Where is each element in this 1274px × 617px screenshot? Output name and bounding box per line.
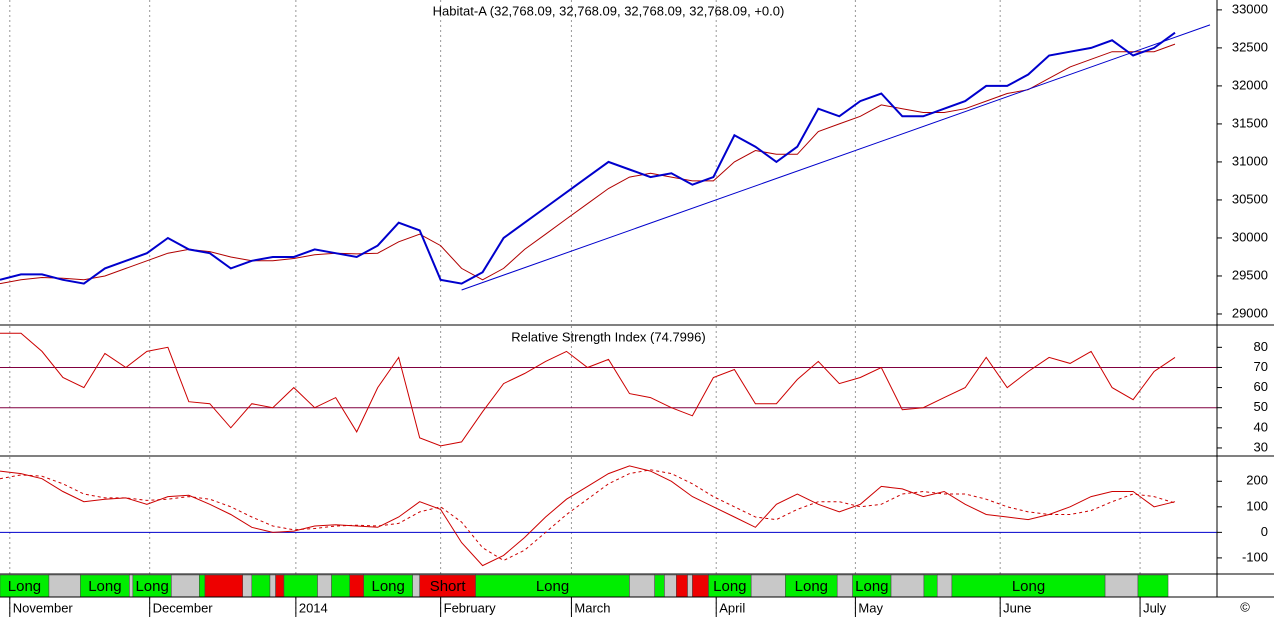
y-tick-label: 30: [1254, 439, 1268, 454]
signal-segment: [412, 574, 420, 598]
signal-segment: [687, 574, 693, 598]
x-tick-label: April: [719, 600, 745, 615]
signal-segment: [317, 574, 332, 598]
signal-segment: [692, 574, 709, 598]
x-tick-label: July: [1143, 600, 1167, 615]
signal-segment: [629, 574, 655, 598]
panel-title: Habitat-A (32,768.09, 32,768.09, 32,768.…: [433, 3, 785, 18]
series-line: [0, 31, 1176, 285]
series-line: [0, 332, 1176, 447]
y-tick-label: 30500: [1232, 191, 1268, 206]
x-tick-label: March: [574, 600, 610, 615]
x-tick-label: November: [13, 600, 74, 615]
signal-label: Short: [430, 578, 467, 595]
signal-segment: [936, 574, 953, 598]
signal-segment: [331, 574, 350, 598]
signal-segment: [923, 574, 938, 598]
y-tick-label: 32000: [1232, 77, 1268, 92]
signal-label: Long: [795, 578, 828, 595]
signal-segment: [836, 574, 853, 598]
signal-segment: [654, 574, 665, 598]
copyright: ©: [1240, 599, 1250, 614]
signal-label: Long: [88, 578, 121, 595]
signal-label: Long: [855, 578, 888, 595]
y-tick-label: -100: [1242, 549, 1268, 564]
y-tick-label: 32500: [1232, 39, 1268, 54]
signal-label: Long: [536, 578, 569, 595]
signal-segment: [269, 574, 276, 598]
y-tick-label: 29000: [1232, 305, 1268, 320]
signal-label: Long: [371, 578, 404, 595]
x-tick-label: February: [444, 600, 497, 615]
signal-segment: [242, 574, 253, 598]
y-tick-label: 30000: [1232, 229, 1268, 244]
x-tick-label: December: [153, 600, 214, 615]
y-tick-label: 50: [1254, 399, 1268, 414]
y-tick-label: 80: [1254, 339, 1268, 354]
series-line: [461, 24, 1211, 291]
signal-segment: [275, 574, 285, 598]
signal-segment: [129, 574, 134, 598]
x-tick-label: 2014: [299, 600, 328, 615]
signal-segment: [204, 574, 243, 598]
series-line: [0, 469, 1176, 562]
y-tick-label: 29500: [1232, 267, 1268, 282]
y-tick-label: 100: [1246, 498, 1268, 513]
signal-label: Long: [713, 578, 746, 595]
signal-segment: [171, 574, 200, 598]
y-tick-label: 0: [1261, 524, 1268, 539]
signal-segment: [750, 574, 786, 598]
x-tick-label: June: [1003, 600, 1031, 615]
signal-segment: [48, 574, 81, 598]
y-tick-label: 40: [1254, 419, 1268, 434]
y-tick-label: 31000: [1232, 153, 1268, 168]
signal-segment: [664, 574, 677, 598]
series-line: [0, 465, 1176, 567]
signal-segment: [349, 574, 364, 598]
y-tick-label: 200: [1246, 473, 1268, 488]
panel-title: Relative Strength Index (74.7996): [511, 329, 705, 344]
y-tick-label: 70: [1254, 359, 1268, 374]
signal-segment: [283, 574, 318, 598]
x-tick-label: May: [858, 600, 883, 615]
signal-label: Long: [8, 578, 41, 595]
signal-label: Long: [135, 578, 168, 595]
signal-segment: [199, 574, 206, 598]
signal-segment: [676, 574, 688, 598]
signal-segment: [1104, 574, 1139, 598]
signal-segment: [890, 574, 925, 598]
signal-label: Long: [1012, 578, 1045, 595]
signal-segment: [251, 574, 271, 598]
y-tick-label: 33000: [1232, 1, 1268, 16]
y-tick-label: 60: [1254, 379, 1268, 394]
y-tick-label: 31500: [1232, 115, 1268, 130]
signal-segment: [1137, 574, 1169, 598]
